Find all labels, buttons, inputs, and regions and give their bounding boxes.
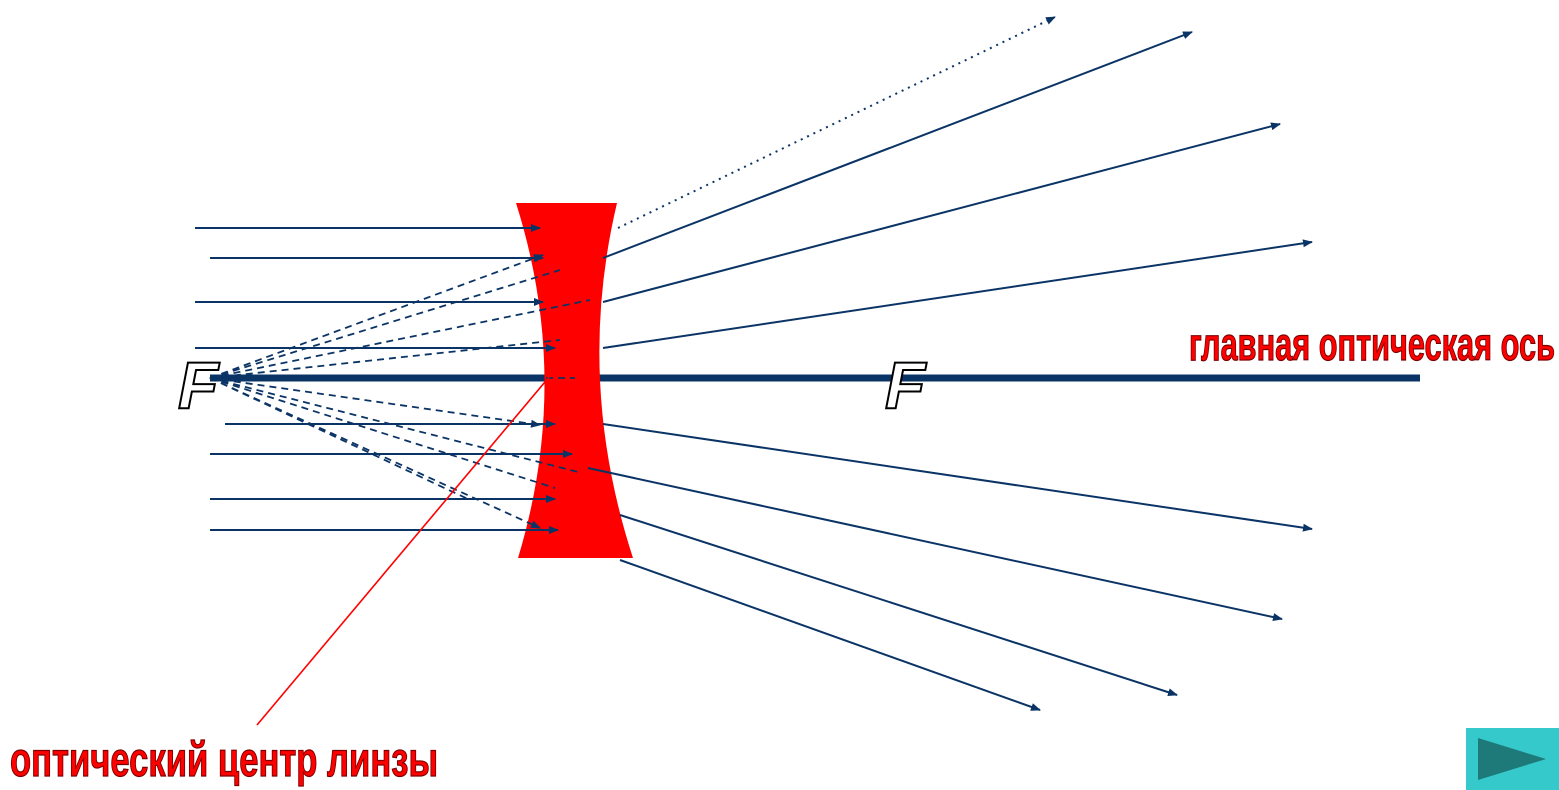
extension-dotted (617, 16, 1056, 229)
refracted-ray-7 (619, 559, 1041, 711)
optical-center-pointer (256, 369, 556, 726)
refracted-ray-4 (602, 423, 1313, 532)
play-triangle-icon (1478, 738, 1546, 780)
refracted-ray-1 (602, 31, 1193, 259)
refracted-ray-6 (619, 514, 1178, 697)
refracted-ray-5 (587, 467, 1283, 621)
focus-right-label: F (885, 348, 927, 422)
principal-axis-label: главная оптическая ось (1189, 318, 1555, 370)
optical-center-label: оптический центр линзы (10, 734, 438, 787)
incident-rays (195, 224, 573, 534)
construction-lines (209, 254, 591, 529)
diverging-lens (516, 203, 633, 558)
refracted-rays (587, 16, 1313, 711)
next-slide-button[interactable] (1466, 728, 1559, 790)
refracted-ray-2 (602, 122, 1281, 303)
focus-left-label: F (178, 348, 220, 422)
refracted-ray-3 (602, 239, 1313, 349)
